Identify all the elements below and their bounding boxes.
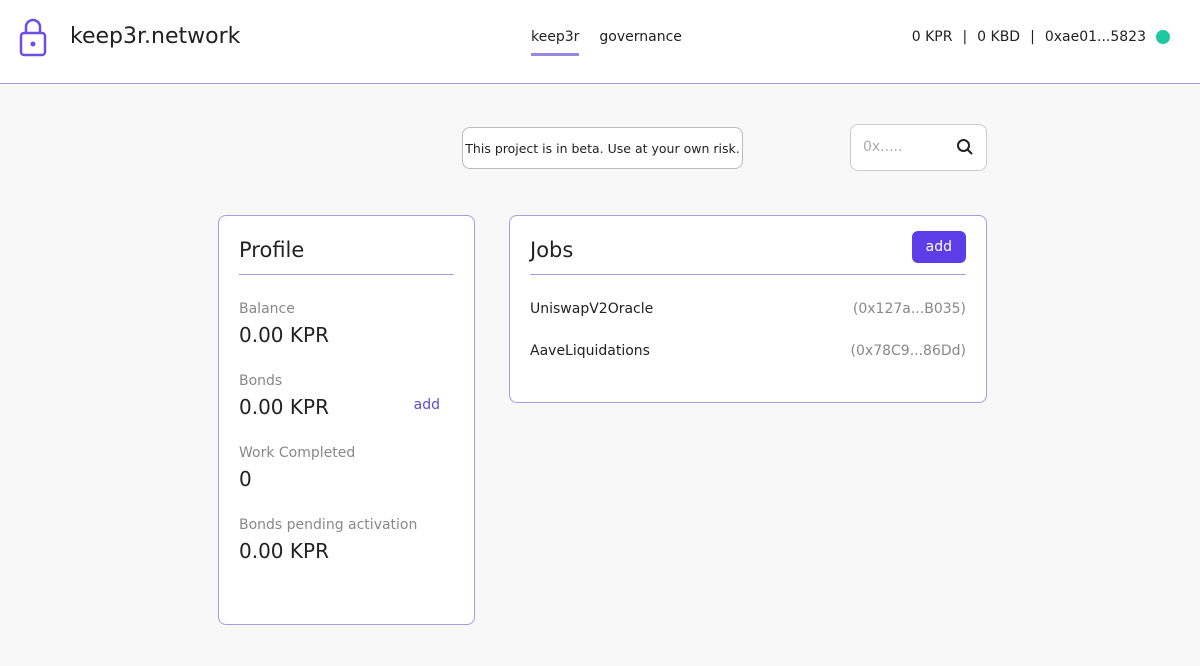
search-placeholder: 0x..... <box>863 139 903 155</box>
stat-value: 0 <box>239 467 252 491</box>
nav-link[interactable]: governance <box>599 29 682 45</box>
stat-label: Balance <box>239 301 295 317</box>
stat-value: 0.00 KPR add <box>239 395 440 419</box>
job-address: (0x127a...B035) <box>852 301 966 317</box>
stat-value: 0.00 KPR <box>239 539 329 563</box>
card-title: Profile <box>239 238 454 275</box>
kbd-balance: 0 KBD <box>977 29 1021 45</box>
wallet: 0 KPR | 0 KBD | 0xae01...5823 <box>912 29 1170 45</box>
job-row[interactable]: AaveLiquidations (0x78C9...86Dd) <box>530 343 966 359</box>
brand[interactable]: keep3r.network <box>70 24 241 49</box>
job-address: (0x78C9...86Dd) <box>850 343 966 359</box>
job-row[interactable]: UniswapV2Oracle (0x127a...B035) <box>530 301 966 317</box>
nav: keep3r governance <box>531 29 682 56</box>
nav-link[interactable]: keep3r <box>531 29 580 56</box>
header: keep3r.network keep3r governance 0 KPR | 0 … <box>0 0 1200 84</box>
kpr-balance: 0 KPR <box>911 29 953 45</box>
stat-value: 0.00 KPR <box>239 323 329 347</box>
stat-label: Bonds pending activation <box>239 517 418 533</box>
beta-banner: This project is in beta. Use at your own… <box>462 127 743 169</box>
logo <box>19 18 47 57</box>
add-bond-link[interactable]: add <box>413 397 440 413</box>
search[interactable]: 0x..... <box>850 124 987 171</box>
job-name: UniswapV2Oracle <box>530 301 654 317</box>
add-job-button[interactable]: add <box>911 231 966 263</box>
profile-card: Profile Balance 0.00 KPR Bonds 0.00 KPR add W… <box>218 215 475 625</box>
card-title: Jobs <box>530 238 966 275</box>
status-dot <box>1156 30 1170 44</box>
stat-label: Bonds <box>239 373 283 389</box>
search-icon[interactable] <box>956 138 974 156</box>
job-name: AaveLiquidations <box>530 343 650 359</box>
address[interactable]: 0xae01...5823 <box>1044 29 1146 45</box>
stat-label: Work Completed <box>239 445 356 461</box>
jobs-card: Jobs add UniswapV2Oracle (0x127a...B035) A… <box>509 215 987 403</box>
